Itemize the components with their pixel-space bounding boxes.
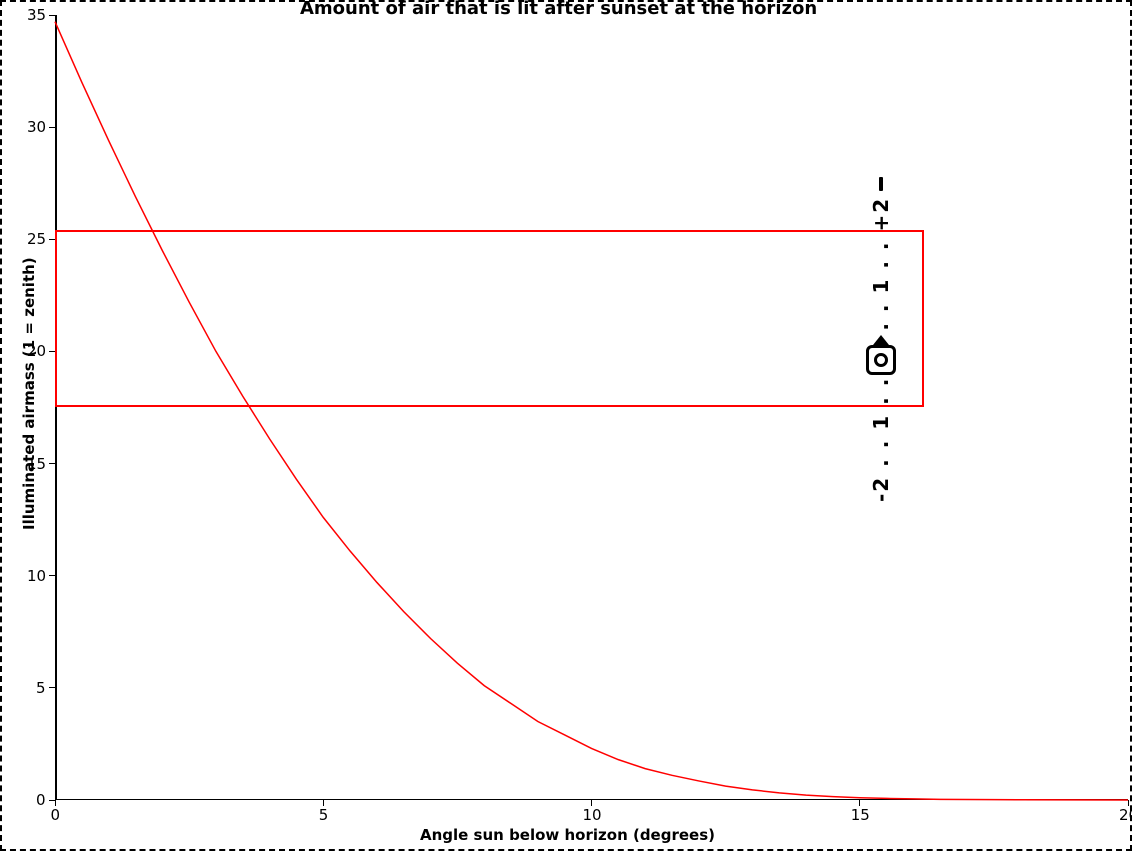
y-tick-label: 5: [36, 679, 45, 697]
y-tick-label: 35: [27, 6, 45, 24]
y-tick-label: 15: [27, 455, 45, 473]
slider-scale-left: -2 . . 1 . .: [869, 377, 893, 502]
y-tick-label: 30: [27, 118, 45, 136]
x-tick-label: 20: [1119, 806, 1132, 824]
y-tick-label: 20: [27, 342, 45, 360]
data-curve: [55, 15, 1128, 800]
chart-container: Amount of air that is lit after sunset a…: [0, 0, 1132, 851]
highlight-rectangle: [55, 230, 924, 407]
y-axis-label: Illuminated airmass (1 = zenith): [20, 257, 38, 530]
value-slider[interactable]: -2 . . 1 . . . . 1 . . +2: [866, 142, 896, 502]
slider-end-dash-icon: [879, 177, 883, 191]
y-tick-label: 0: [36, 791, 45, 809]
x-axis-label: Angle sun below horizon (degrees): [420, 826, 715, 844]
x-tick-label: 10: [583, 806, 602, 824]
slider-thumb[interactable]: [866, 345, 896, 375]
x-tick-label: 15: [851, 806, 870, 824]
y-tick-label: 25: [27, 230, 45, 248]
slider-scale-right: . . 1 . . +2: [869, 197, 893, 331]
plot-area: 0510152005101520253035: [55, 15, 1128, 800]
x-tick-label: 0: [51, 806, 61, 824]
y-tick-label: 10: [27, 567, 45, 585]
x-tick-label: 5: [319, 806, 329, 824]
